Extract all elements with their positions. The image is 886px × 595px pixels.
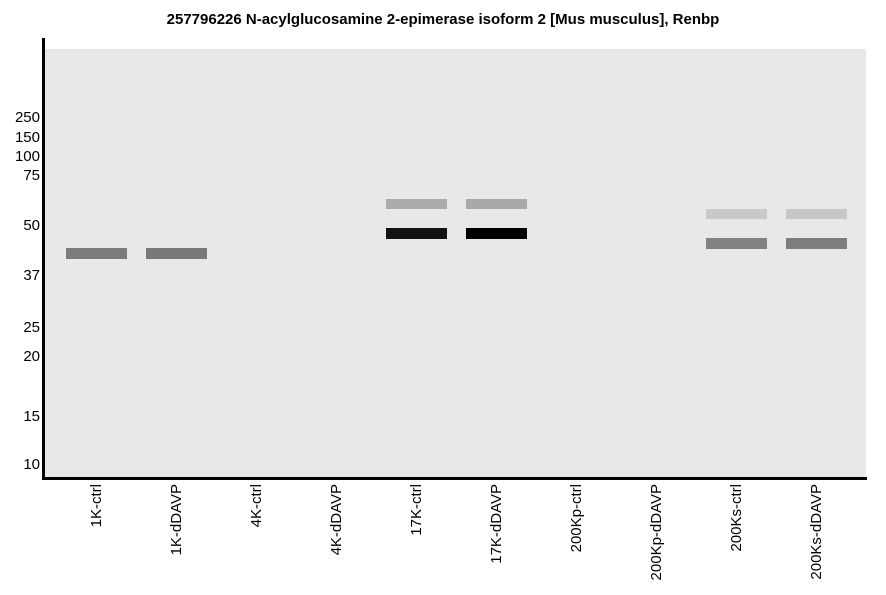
y-tick-150: 150 <box>14 129 40 146</box>
blot-canvas <box>45 49 866 477</box>
lane-label-4K-ctrl: 4K-ctrl <box>248 484 265 528</box>
band-1K-ctrl-42kda <box>66 248 127 259</box>
y-tick-20: 20 <box>23 348 40 365</box>
lane-label-200Kp-dDAVP: 200Kp-dDAVP <box>648 484 665 581</box>
lane-label-1K-dDAVP: 1K-dDAVP <box>168 484 185 556</box>
lane-label-1K-ctrl: 1K-ctrl <box>88 484 105 528</box>
y-tick-15: 15 <box>23 408 40 425</box>
band-1K-dDAVP-42kda <box>146 248 207 259</box>
lane-label-17K-dDAVP: 17K-dDAVP <box>488 484 505 564</box>
lane-label-200Ks-dDAVP: 200Ks-dDAVP <box>808 484 825 580</box>
y-tick-37: 37 <box>23 267 40 284</box>
lane-label-17K-ctrl: 17K-ctrl <box>408 484 425 536</box>
y-tick-25: 25 <box>23 319 40 336</box>
lane-label-200Ks-ctrl: 200Ks-ctrl <box>728 484 745 552</box>
y-tick-10: 10 <box>23 456 40 473</box>
band-17K-dDAVP-60kda <box>466 199 527 209</box>
band-200Ks-ctrl-55kda <box>706 209 767 219</box>
x-axis-line <box>42 477 867 480</box>
y-tick-50: 50 <box>23 217 40 234</box>
y-tick-75: 75 <box>23 167 40 184</box>
band-200Ks-dDAVP-45kda <box>786 238 847 249</box>
band-200Ks-ctrl-45kda <box>706 238 767 249</box>
y-tick-100: 100 <box>14 148 40 165</box>
y-axis-line <box>42 38 45 480</box>
lane-label-200Kp-ctrl: 200Kp-ctrl <box>568 484 585 553</box>
band-17K-ctrl-60kda <box>386 199 447 209</box>
band-17K-dDAVP-48kda <box>466 228 527 239</box>
band-17K-ctrl-48kda <box>386 228 447 239</box>
band-200Ks-dDAVP-55kda <box>786 209 847 219</box>
lane-label-4K-dDAVP: 4K-dDAVP <box>328 484 345 556</box>
y-tick-250: 250 <box>14 109 40 126</box>
figure-title: 257796226 N-acylglucosamine 2-epimerase … <box>166 11 720 28</box>
